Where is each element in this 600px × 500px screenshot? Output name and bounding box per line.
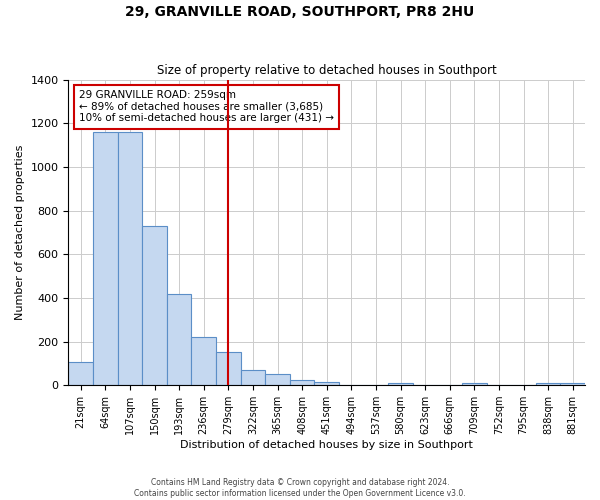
Text: 29 GRANVILLE ROAD: 259sqm
← 89% of detached houses are smaller (3,685)
10% of se: 29 GRANVILLE ROAD: 259sqm ← 89% of detac… — [79, 90, 334, 124]
Title: Size of property relative to detached houses in Southport: Size of property relative to detached ho… — [157, 64, 497, 77]
Bar — [462, 383, 487, 385]
Bar — [167, 294, 191, 385]
Bar — [265, 374, 290, 385]
Bar — [191, 337, 216, 385]
Bar — [290, 380, 314, 385]
Text: Contains HM Land Registry data © Crown copyright and database right 2024.
Contai: Contains HM Land Registry data © Crown c… — [134, 478, 466, 498]
Bar — [388, 383, 413, 385]
Bar — [216, 352, 241, 385]
Bar — [93, 132, 118, 385]
Bar — [536, 383, 560, 385]
Bar — [142, 226, 167, 385]
Y-axis label: Number of detached properties: Number of detached properties — [15, 144, 25, 320]
Bar — [118, 132, 142, 385]
Bar — [314, 382, 339, 385]
Text: 29, GRANVILLE ROAD, SOUTHPORT, PR8 2HU: 29, GRANVILLE ROAD, SOUTHPORT, PR8 2HU — [125, 5, 475, 19]
Bar — [560, 383, 585, 385]
Bar — [68, 362, 93, 385]
Bar — [241, 370, 265, 385]
X-axis label: Distribution of detached houses by size in Southport: Distribution of detached houses by size … — [180, 440, 473, 450]
